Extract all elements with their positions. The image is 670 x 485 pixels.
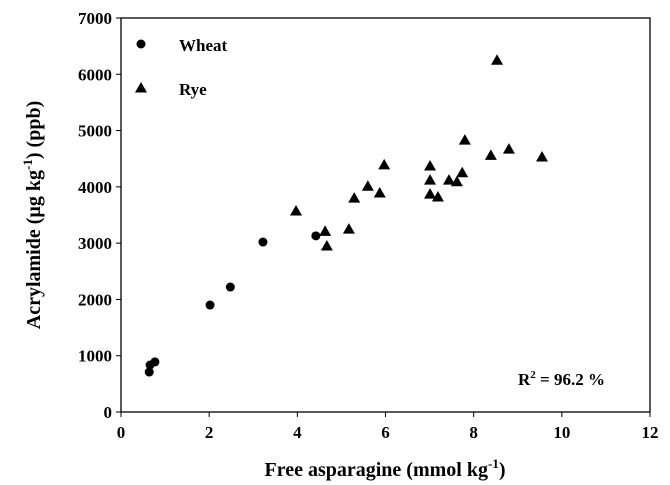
point xyxy=(458,134,471,145)
legend-marker xyxy=(135,82,147,93)
x-tick-label: 4 xyxy=(293,423,302,442)
point xyxy=(342,223,355,234)
point xyxy=(258,237,268,247)
point xyxy=(150,357,160,367)
point xyxy=(320,239,333,251)
x-axis-label: Free asparagine (mmol kg-1) xyxy=(264,456,505,481)
point xyxy=(502,143,515,154)
annotation: R2 = 96.2 % xyxy=(518,369,605,389)
y-axis-label: Acrylamide (µg kg-1) (ppb) xyxy=(20,101,45,329)
y-tick-label: 2000 xyxy=(78,290,112,309)
y-tick-label: 4000 xyxy=(78,178,112,197)
y-tick-label: 3000 xyxy=(78,234,112,253)
legend-label: Rye xyxy=(179,80,207,99)
annotation-text: = 96.2 % xyxy=(536,370,605,389)
x-label-text: Free asparagine (mmol kg xyxy=(264,459,488,481)
point xyxy=(205,300,215,310)
point xyxy=(373,187,386,198)
point xyxy=(378,158,391,170)
y-tick-label: 6000 xyxy=(78,65,112,84)
point xyxy=(535,151,548,162)
point xyxy=(319,225,332,236)
point xyxy=(311,231,321,241)
y-label-text: ) (ppb) xyxy=(23,101,45,159)
point xyxy=(442,174,455,185)
annotation-text: R xyxy=(518,370,531,389)
point xyxy=(144,367,154,377)
point xyxy=(290,205,303,216)
x-tick-label: 12 xyxy=(642,423,659,442)
legend-marker xyxy=(136,39,146,49)
point xyxy=(361,180,374,191)
y-tick-label: 5000 xyxy=(78,122,112,141)
point xyxy=(424,160,437,171)
x-label-sup: -1 xyxy=(488,456,499,471)
annotation-sup: 2 xyxy=(530,369,536,381)
point xyxy=(431,190,444,202)
plot-frame xyxy=(120,17,651,413)
point xyxy=(424,174,437,185)
y-tick-label: 1000 xyxy=(78,347,112,366)
point xyxy=(491,54,504,65)
y-label-text: Acrylamide (µg kg xyxy=(23,170,45,329)
point xyxy=(484,149,497,160)
x-tick-label: 6 xyxy=(381,423,390,442)
y-tick-label: 7000 xyxy=(78,9,112,28)
point xyxy=(456,166,469,178)
point xyxy=(348,192,361,203)
x-tick-label: 8 xyxy=(469,423,478,442)
point xyxy=(424,188,437,199)
y-tick-label: 0 xyxy=(104,403,113,422)
y-label-sup: -1 xyxy=(20,159,35,170)
x-tick-label: 0 xyxy=(117,423,126,442)
legend-label: Wheat xyxy=(179,36,228,55)
x-label-text: ) xyxy=(499,459,506,481)
x-tick-label: 10 xyxy=(553,423,570,442)
x-tick-label: 2 xyxy=(205,423,214,442)
point xyxy=(225,282,235,292)
point xyxy=(450,175,463,187)
